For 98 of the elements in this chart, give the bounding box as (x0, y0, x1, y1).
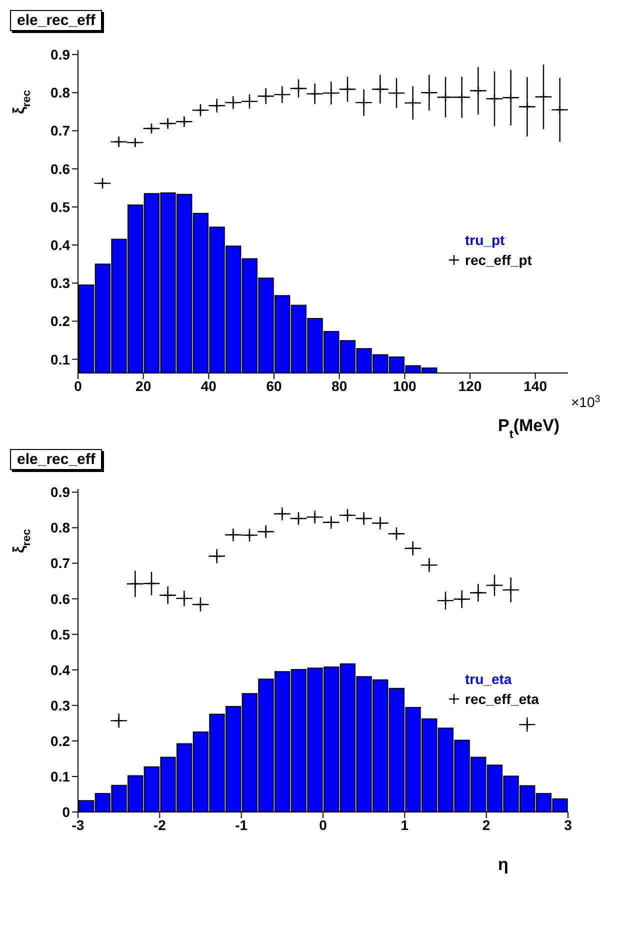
text: tru_eta (465, 670, 512, 689)
point (146, 578, 156, 588)
x-tick-label: 0 (319, 816, 328, 833)
y-tick-label: 0.6 (50, 590, 70, 607)
point (326, 88, 336, 98)
point (146, 124, 156, 134)
point (522, 720, 532, 730)
point (440, 92, 450, 102)
x-tick-label: 80 (332, 378, 348, 394)
y-tick-label: 0.2 (50, 732, 70, 749)
point (163, 590, 172, 600)
point (342, 84, 352, 94)
point (506, 585, 516, 595)
point (376, 518, 385, 528)
legend-label: rec_eff_eta (465, 690, 539, 709)
point (212, 101, 222, 110)
point (180, 594, 189, 604)
x-tick-label: -2 (153, 816, 166, 833)
y-tick-label: 0.8 (50, 520, 70, 536)
y-tick-label: 0.8 (50, 84, 70, 101)
point (326, 518, 336, 527)
point (114, 716, 124, 726)
point (130, 579, 140, 588)
point (474, 86, 483, 96)
y-tick-label: 0.9 (50, 484, 70, 500)
point (522, 102, 532, 112)
x-tick-label: 140 (524, 378, 548, 394)
point (261, 527, 270, 536)
text: tru_pt (465, 231, 505, 250)
chart-title: ele_rec_eff (17, 12, 96, 29)
x-tick-label: 3 (564, 816, 572, 833)
point (359, 514, 368, 524)
x-tick-label: -3 (72, 816, 84, 833)
y-tick-label: 0.6 (50, 160, 70, 177)
x-tick-label: 0 (74, 378, 82, 394)
point (392, 88, 402, 98)
point (294, 514, 304, 524)
point (342, 510, 352, 520)
x-axis-title: P$_{t}$(MeV) (498, 416, 560, 441)
y-tick-label: 0.3 (50, 697, 70, 714)
y-tick-label: 0.9 (50, 46, 70, 63)
point (244, 530, 254, 540)
legend-label: rec_eff_pt (465, 251, 532, 270)
chart-title: ele_rec_eff (17, 451, 96, 468)
y-tick-label: 0.1 (50, 351, 70, 368)
y-tick-label: 0.2 (50, 313, 70, 330)
point (474, 588, 483, 598)
y-tick-label: 0.4 (50, 662, 70, 678)
y-tick-label: 0.3 (50, 275, 70, 292)
point (98, 178, 108, 188)
x-axis-title: η (498, 855, 508, 874)
point (490, 94, 500, 104)
point (424, 560, 434, 570)
point (555, 105, 564, 114)
point (408, 544, 418, 553)
point (196, 600, 206, 610)
point (392, 529, 402, 538)
point (244, 96, 254, 106)
x-tick-label: 60 (266, 378, 282, 394)
point (359, 98, 368, 108)
y-tick-label: 0.1 (50, 768, 70, 784)
point (228, 530, 238, 540)
point (212, 552, 222, 561)
x-tick-label: 2 (482, 816, 490, 833)
point (294, 84, 304, 94)
x-tick-label: 1 (400, 816, 409, 833)
text: ×10$^{3}$ (571, 394, 601, 410)
point (457, 594, 466, 604)
point (457, 92, 466, 102)
point (130, 138, 140, 148)
x-tick-label: 40 (200, 378, 217, 394)
point (506, 93, 516, 102)
point (278, 509, 287, 518)
y-tick-label: 0.5 (50, 198, 70, 215)
x-tick-label: -1 (235, 816, 248, 833)
point (228, 98, 238, 108)
y-tick-label: 0 (62, 804, 70, 820)
point (278, 90, 287, 100)
x-tick-label: 20 (136, 378, 152, 394)
point (408, 98, 418, 108)
point (376, 84, 385, 94)
point (490, 580, 500, 590)
point (310, 89, 320, 98)
point (261, 91, 270, 101)
point (440, 596, 450, 606)
y-tick-label: 0.5 (50, 626, 70, 642)
y-tick-label: 0.4 (50, 236, 70, 253)
y-tick-label: 0.7 (50, 122, 70, 139)
x-tick-label: 120 (458, 378, 482, 394)
point (180, 117, 189, 126)
y-tick-label: 0.7 (50, 555, 70, 572)
x-tick-label: 100 (392, 378, 417, 394)
point (424, 88, 434, 98)
point (163, 118, 172, 128)
point (538, 92, 548, 102)
point (310, 512, 320, 522)
point (114, 137, 124, 146)
point (196, 106, 206, 115)
